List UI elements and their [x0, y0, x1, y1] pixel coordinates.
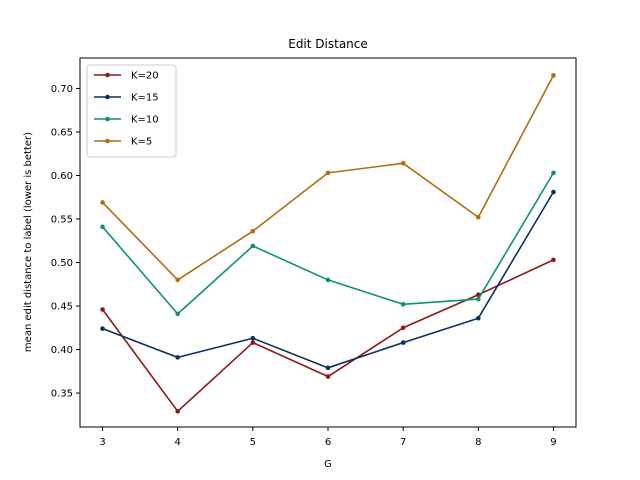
x-tick-label: 3 [99, 437, 105, 448]
y-tick-label: 0.70 [51, 84, 73, 95]
data-point [175, 311, 180, 317]
data-point [551, 189, 556, 195]
legend-item: K=15 [94, 93, 159, 104]
data-point [551, 170, 556, 176]
data-point [551, 257, 556, 263]
series-K=10 [100, 170, 556, 317]
x-tick-label: 9 [550, 437, 556, 448]
data-point [100, 224, 105, 230]
legend-label: K=20 [131, 71, 159, 82]
x-tick-label: 4 [175, 437, 181, 448]
legend-marker [105, 116, 110, 122]
legend-marker [105, 138, 110, 144]
data-point [400, 340, 406, 345]
y-tick-label: 0.50 [51, 258, 73, 269]
legend-marker [105, 72, 110, 78]
x-tick-label: 5 [250, 437, 256, 448]
data-point [400, 301, 406, 307]
y-axis-label: mean edit distance to label (lower is be… [23, 132, 34, 352]
legend-item: K=5 [94, 137, 152, 148]
data-point [250, 335, 256, 341]
data-point [100, 307, 105, 312]
legend-item: K=10 [94, 115, 159, 126]
legend-item: K=20 [94, 71, 159, 82]
x-tick-label: 8 [475, 437, 481, 448]
data-point [100, 326, 105, 331]
data-point [325, 365, 331, 371]
data-point [175, 277, 180, 283]
chart-title: Edit Distance [288, 37, 368, 51]
legend-label: K=10 [131, 115, 159, 126]
y-tick-label: 0.45 [51, 302, 73, 313]
legend-marker [105, 94, 110, 100]
data-point [325, 170, 331, 176]
data-point [250, 340, 256, 345]
x-axis-label: G [324, 459, 332, 470]
data-point [400, 161, 406, 166]
legend-label: K=5 [131, 137, 152, 148]
x-axis-ticks: 3 4 5 6 7 8 9 [99, 427, 557, 448]
data-point [175, 355, 180, 360]
series-K=15 [100, 189, 556, 371]
y-tick-label: 0.40 [51, 345, 73, 356]
legend-label: K=15 [131, 93, 159, 104]
data-point [476, 315, 481, 321]
y-tick-label: 0.65 [51, 127, 73, 138]
data-point [325, 277, 331, 283]
data-point [100, 200, 105, 205]
legend-box [86, 64, 177, 158]
series-K=5 [100, 73, 556, 283]
y-tick-label: 0.55 [51, 215, 73, 226]
data-point [476, 296, 481, 302]
data-point [250, 228, 256, 234]
data-point [400, 325, 406, 331]
legend: K=20 K=15 K=10 K=5 [86, 64, 177, 158]
y-tick-label: 0.60 [51, 171, 73, 182]
x-tick-label: 7 [400, 437, 406, 448]
x-tick-label: 6 [325, 437, 331, 448]
data-point [325, 374, 331, 379]
data-point [175, 409, 180, 414]
data-point [476, 214, 481, 220]
data-point [551, 73, 556, 78]
y-tick-label: 0.35 [51, 389, 73, 400]
y-axis-ticks: 0.35 0.40 0.45 0.50 0.55 0.60 0.65 0.70 [51, 84, 80, 400]
plot-area [100, 73, 556, 414]
data-point [250, 243, 256, 249]
